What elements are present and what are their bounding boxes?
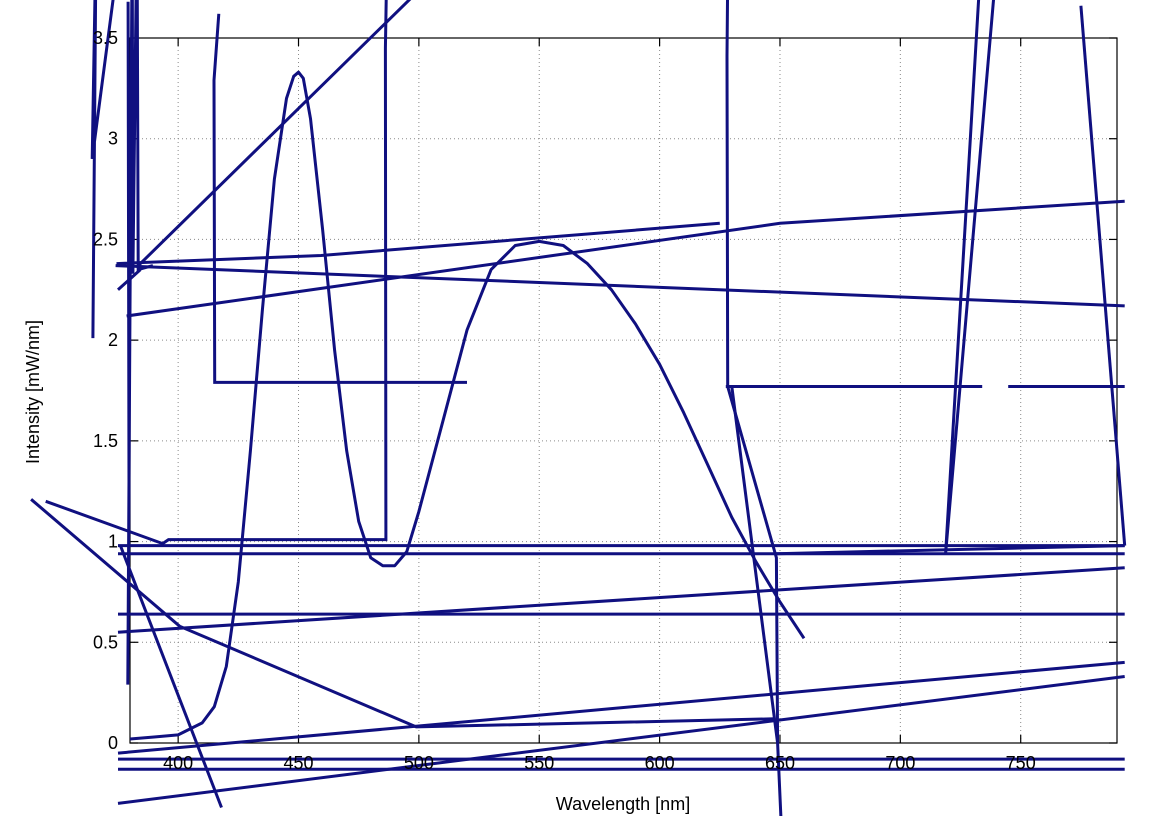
overlay-line xyxy=(90,0,115,339)
y-tick-label: 3.5 xyxy=(93,28,118,48)
overlay-line xyxy=(115,264,1125,308)
x-axis-label: Wavelength [nm] xyxy=(556,794,690,814)
overlay-line xyxy=(944,0,996,554)
tick-labels: 400 450 500 550 600 650 700 750 0 0.5 1 1.5 2 2.5 3 3.5 xyxy=(93,28,1036,773)
y-tick-label: 0 xyxy=(108,733,118,753)
overlay-line xyxy=(725,0,780,744)
x-tick-label: 600 xyxy=(645,753,675,773)
overlay-line xyxy=(212,13,467,384)
y-tick-label: 1.5 xyxy=(93,431,118,451)
overlay-line xyxy=(117,675,1125,805)
overlay-line xyxy=(117,566,1125,634)
y-tick-label: 3 xyxy=(108,129,118,149)
overlay-line xyxy=(135,0,412,269)
overlay-lines xyxy=(30,0,1127,816)
x-tick-label: 750 xyxy=(1006,753,1036,773)
y-tick-label: 2 xyxy=(108,330,118,350)
overlay-line xyxy=(776,544,1125,556)
overlay-line xyxy=(730,386,783,816)
x-tick-label: 450 xyxy=(283,753,313,773)
x-tick-label: 400 xyxy=(163,753,193,773)
y-tick-label: 2.5 xyxy=(93,229,118,249)
overlay-line xyxy=(30,498,775,729)
overlay-line xyxy=(116,221,720,266)
overlay-line xyxy=(45,0,388,546)
x-tick-label: 650 xyxy=(765,753,795,773)
overlay-line xyxy=(1079,5,1127,546)
overlay-line xyxy=(119,545,223,809)
series-group xyxy=(129,70,806,741)
overlay-line xyxy=(117,660,1125,755)
x-tick-label: 700 xyxy=(885,753,915,773)
overlay-line xyxy=(116,268,142,291)
y-tick-label: 0.5 xyxy=(93,632,118,652)
x-tick-label: 550 xyxy=(524,753,554,773)
overlay-line xyxy=(126,0,154,685)
y-tick-label: 1 xyxy=(108,532,118,552)
x-tick-label: 500 xyxy=(404,753,434,773)
overlay-line xyxy=(126,199,1125,318)
series-line xyxy=(129,70,806,741)
y-axis-label: Intensity [mW/nm] xyxy=(23,320,43,464)
